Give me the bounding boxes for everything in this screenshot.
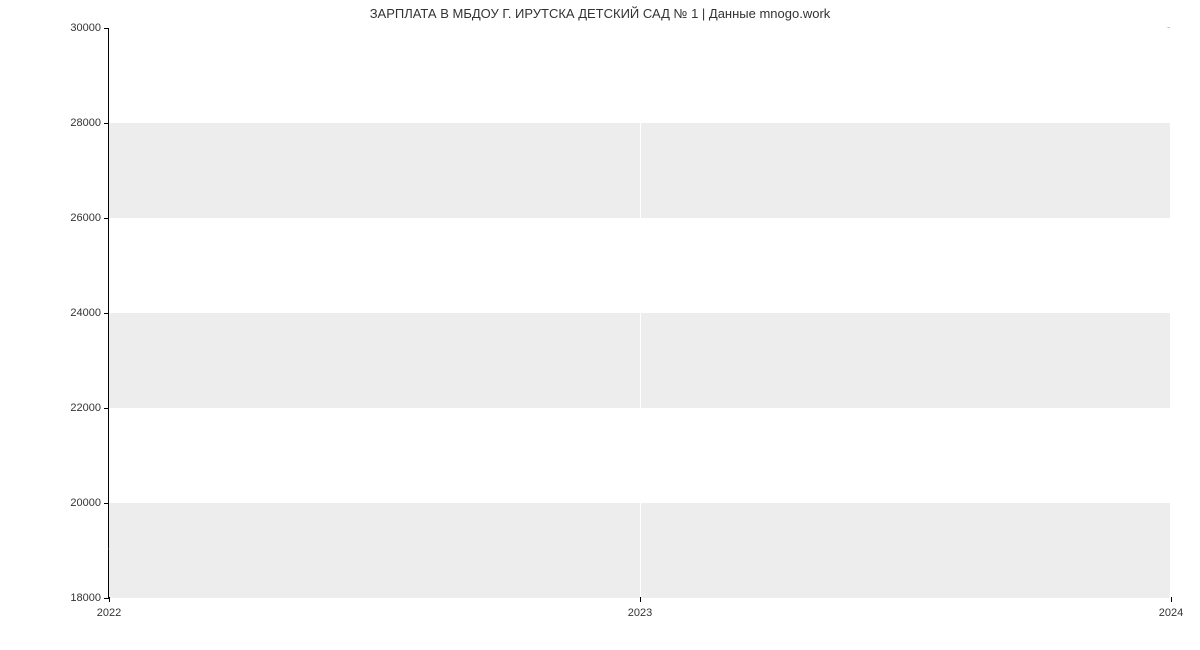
chart-title: ЗАРПЛАТА В МБДОУ Г. ИРУТСКА ДЕТСКИЙ САД … — [0, 6, 1200, 21]
y-axis-tick-mark — [104, 503, 109, 504]
y-axis-tick-mark — [104, 313, 109, 314]
plot-area: 1800020000220002400026000280003000020222… — [108, 28, 1170, 598]
y-axis-tick-mark — [104, 28, 109, 29]
x-axis-tick-mark — [1171, 597, 1172, 602]
salary-line-chart: ЗАРПЛАТА В МБДОУ Г. ИРУТСКА ДЕТСКИЙ САД … — [0, 0, 1200, 650]
y-axis-tick-mark — [104, 218, 109, 219]
x-axis-tick-mark — [109, 597, 110, 602]
x-axis-tick-mark — [640, 597, 641, 602]
y-axis-tick-mark — [104, 123, 109, 124]
grid-line-vertical — [640, 28, 641, 597]
y-axis-tick-mark — [104, 408, 109, 409]
